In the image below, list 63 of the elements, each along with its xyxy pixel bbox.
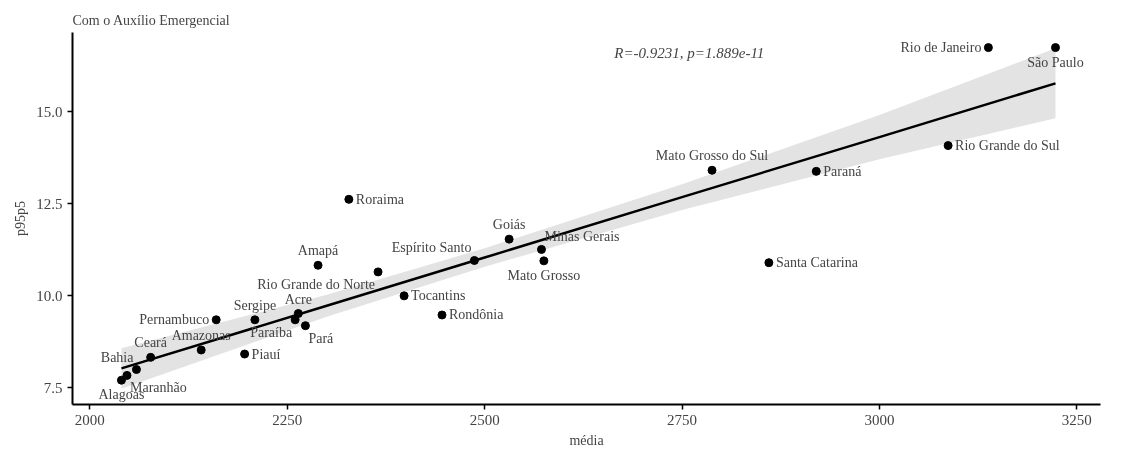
annotation: Amazonas [171,327,231,343]
x-tick-label: 3250 [1061,411,1092,428]
point [146,352,156,362]
point [943,141,953,151]
x-tick-label: 3000 [864,411,895,428]
annotation: Rio Grande do Sul [955,138,1060,154]
point [504,234,514,244]
annotation: Acre [284,291,312,307]
point [116,375,126,385]
annotation: Rondônia [449,307,505,323]
point [539,256,549,266]
annotation: Pará [308,330,335,346]
point [313,260,323,270]
point [537,244,546,254]
y-tick-label: 10.0 [36,287,63,304]
annotation: Ceará [134,335,168,351]
point [211,315,221,325]
y-axis-title: p95p5 [13,201,29,236]
annotation: Roraima [355,191,405,207]
point [469,256,479,265]
point [131,365,141,374]
annotation: Bahia [100,349,135,365]
point [399,291,409,301]
y-tick-label: 7.5 [43,379,63,396]
point [300,321,310,331]
point [811,166,821,176]
point [122,370,132,380]
annotation: Paraná [823,163,863,179]
point [240,349,250,359]
point [437,310,447,320]
annotation: Piauí [251,346,281,362]
annotation: Sergipe [233,297,277,313]
chart-title: Com o Auxílio Emergencial [72,12,230,28]
x-tick-label: 2750 [667,411,698,428]
annotation: Santa Catarina [775,255,859,271]
x-tick-label: 2000 [74,411,105,428]
x-axis-title: média [569,432,605,448]
point [290,315,300,325]
point [250,315,260,325]
annotation: Goiás [492,217,526,233]
annotation: Mato Grosso [507,267,581,283]
annotation: Mato Grosso do Sul [655,148,769,164]
point [764,258,774,268]
annotation: Espírito Santo [391,240,472,256]
x-tick-label: 2250 [272,411,303,428]
point [707,165,717,175]
y-tick-label: 12.5 [36,195,63,212]
annotation: São Paulo [1027,54,1084,70]
point [1051,43,1060,53]
annotation: Rio de Janeiro [900,40,982,56]
x-tick-label: 2500 [469,411,500,428]
y-tick-label: 15.0 [36,103,63,120]
annotation: Pernambuco [139,312,210,328]
annotation: Tocantins [411,288,466,304]
point [983,43,993,53]
point [344,194,354,204]
annotation: Paraíba [250,324,293,340]
point [196,345,206,355]
point [373,267,383,277]
annotation: Rio Grande do Norte [257,276,376,292]
annotation: R=-0.9231, p=1.889e-11 [613,44,765,61]
annotation: Amapá [297,243,340,259]
annotation: Minas Gerais [544,229,620,245]
